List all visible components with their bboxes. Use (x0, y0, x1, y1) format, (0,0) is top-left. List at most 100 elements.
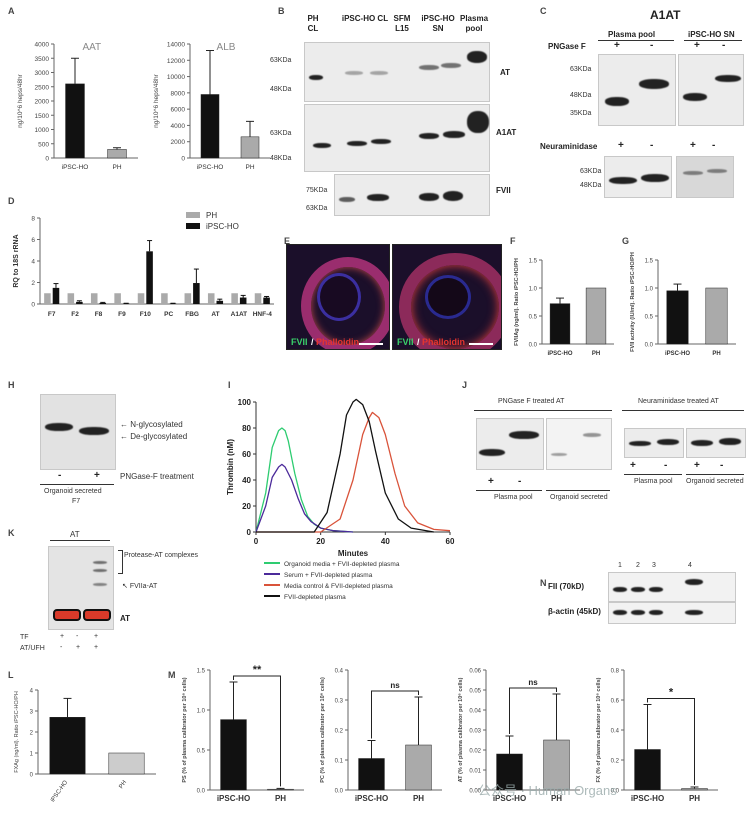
y-tick-label: 2500 (35, 84, 50, 91)
y-tick-label: 0.03 (469, 729, 481, 735)
y-tick-label: 0.0 (611, 789, 620, 795)
bar (549, 303, 571, 345)
bar (240, 136, 260, 159)
x-tick-label: iPSC-HO (62, 164, 89, 171)
c-neur-sign-2: - (650, 140, 654, 151)
b-row-label-fvii: FVII (496, 186, 511, 195)
y-tick-label: 0.5 (197, 749, 206, 755)
y-axis-label: ng/10^6 heps/48hr (17, 73, 24, 127)
x-tick-label: F8 (95, 311, 103, 318)
y-axis-label: PC (% of plasma calibrator per 10⁶ cells… (320, 677, 326, 783)
y-tick-label: 2000 (171, 139, 186, 146)
fxag-ratio-bar-chart: 0 1 2 3 4 iPSC-HO PH FXAg (ng/ml). Ratio iPSC-H… (14, 689, 156, 803)
bar-ph (254, 293, 262, 304)
c-sign-1: + (614, 40, 620, 51)
y-tick-label: 4 (31, 259, 35, 266)
y-axis-label: RQ to 18S rRNA (13, 234, 20, 287)
panel-label-e: E (284, 236, 291, 246)
fvii-activity-ratio-bar-chart: 0.0 0.5 1.0 1.5 iPSC-HO PH FVII activity (IU/m… (630, 252, 736, 357)
x-tick-label: F7 (48, 311, 56, 318)
c-neuraminidase-label: Neuraminidase (540, 142, 598, 151)
y-tick-label: 0.04 (469, 709, 481, 715)
y-tick-label: 0 (247, 528, 252, 537)
c-group-ipsc-ho-sn: iPSC-HO SN (688, 30, 735, 39)
bar-ph (90, 293, 98, 304)
fx-bar-chart: 0.0 0.2 0.4 0.6 0.8 iPSC-HO PH FX (% of plasma … (596, 669, 718, 803)
x-tick-label: PH (712, 351, 720, 357)
y-tick-label: 0.0 (197, 789, 206, 795)
y-tick-label: 2 (30, 731, 34, 737)
x-tick-label: iPSC-HO (493, 794, 526, 803)
bar-ipsc-ho (146, 251, 153, 304)
fviiag-ratio-bar-chart: 0.0 0.5 1.0 1.5 iPSC-HO PH FVIIAg (ng/ml). Rat… (514, 258, 614, 357)
x-tick-label: PH (689, 794, 700, 803)
c-group-plasma-pool: Plasma pool (608, 30, 656, 39)
panel-label-a: A (8, 6, 15, 16)
c-neur-sign-3: + (690, 140, 696, 151)
panel-label-h: H (8, 380, 15, 390)
bar (585, 287, 607, 345)
j-pngase-sign-plus: + (488, 476, 494, 487)
y-tick-label: 0.0 (335, 789, 344, 795)
y-axis-label: PS (% of plasma calibrator per 10⁶ cells… (182, 677, 188, 782)
y-tick-label: 2000 (35, 99, 50, 106)
y-axis-label: FVII activity (IU/ml). Ratio iPSC-HO/PH (630, 252, 636, 352)
b-row-label-a1at: A1AT (496, 128, 517, 137)
legend-swatch (186, 223, 200, 229)
n-row-actin: β-actin (45kD) (548, 607, 601, 616)
k-band-label-at: AT (120, 614, 131, 623)
x-tick-label: FBG (185, 311, 199, 318)
c-blot-neur-ipsc (676, 156, 734, 198)
y-tick-label: 3 (30, 710, 34, 716)
bar (543, 739, 570, 791)
c-mw-48: 48KDa (570, 92, 592, 99)
y-tick-label: 0.01 (469, 769, 481, 775)
j-pngase-sign-minus: - (518, 476, 522, 487)
significance-label: ** (253, 664, 262, 676)
bar (496, 753, 523, 791)
c-blot-neur-plasma (604, 156, 672, 198)
c-mw-63: 63KDa (570, 66, 592, 73)
y-tick-label: 0.02 (469, 749, 481, 755)
y-tick-label: 8000 (171, 90, 186, 97)
panel-label-c: C (540, 6, 547, 16)
panel-label-d: D (8, 196, 15, 206)
legend-label: Organoid media + FVII-depleted plasma (284, 561, 400, 568)
bar (65, 83, 85, 159)
x-tick-label: PH (118, 780, 128, 790)
bar-ipsc-ho (216, 300, 224, 304)
j-neur-sign-minus-2: - (720, 460, 724, 471)
bar-ipsc-ho (239, 297, 247, 304)
b-blot-fvii (334, 174, 490, 216)
y-tick-label: 0.2 (611, 759, 620, 765)
y-tick-label: 4000 (35, 42, 50, 49)
y-tick-label: 0.4 (611, 729, 620, 735)
y-tick-label: 1.0 (645, 287, 654, 293)
bar (220, 719, 247, 791)
n-row-fii: FII (70kD) (548, 582, 585, 591)
j-neur-organoid-label: Organoid secreted (686, 478, 744, 485)
panel-label-b: B (278, 6, 285, 16)
e-stain-phalloidin-1: Phalloidin (316, 337, 360, 347)
x-tick-label: 20 (316, 537, 325, 546)
chart-title: AAT (82, 42, 101, 53)
panel-label-n: N (540, 578, 547, 588)
aat-bar-chart: 0 500 1000 1500 2000 2500 3000 3500 4000 iPSC-HO P… (17, 42, 138, 171)
y-tick-label: 0 (45, 156, 49, 163)
series-line (255, 427, 354, 533)
y-tick-label: 60 (242, 450, 251, 459)
c-neur-sign-1: + (618, 140, 624, 151)
thrombin-generation-line-chart: 0 20 40 60 80 100 0 20 40 60 Minutes Thrombin (nM) O… (226, 398, 455, 601)
b-fvii-mw-low: 63KDa (306, 205, 328, 212)
significance-bracket (509, 687, 557, 734)
k-title: AT (70, 530, 80, 539)
x-tick-label: iPSC-HO (665, 351, 690, 357)
micrograph-organoid-2: FVII / Phalloidin (392, 244, 502, 350)
y-tick-label: 6 (31, 237, 35, 244)
bar-ph (231, 293, 238, 304)
e-stain-phalloidin-2: Phalloidin (422, 337, 466, 347)
y-tick-label: 6000 (171, 107, 186, 114)
x-tick-label: iPSC-HO (217, 794, 250, 803)
x-tick-label: PH (551, 794, 562, 803)
bar-ipsc-ho (193, 283, 200, 304)
